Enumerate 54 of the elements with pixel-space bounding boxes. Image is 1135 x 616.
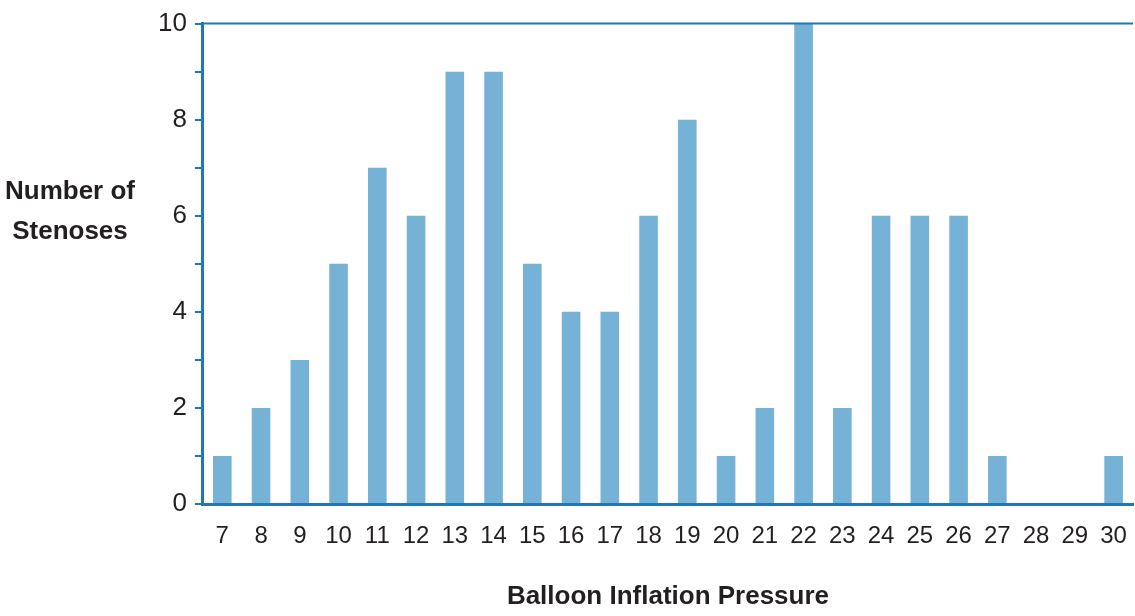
bar — [290, 359, 310, 503]
bar — [561, 311, 581, 503]
x-tick-label: 27 — [984, 521, 1011, 549]
bar — [910, 215, 930, 503]
x-tick-label: 10 — [325, 521, 352, 549]
y-tick-label: 10 — [158, 6, 187, 37]
bar — [484, 71, 503, 503]
x-tick-label: 18 — [635, 521, 662, 549]
x-tick-label: 11 — [364, 521, 390, 549]
bar — [368, 167, 387, 503]
y-tick-label: 8 — [172, 102, 187, 133]
y-tick-label: 2 — [172, 391, 187, 422]
bar — [716, 455, 736, 503]
bar — [794, 23, 813, 503]
x-tick-label: 29 — [1061, 521, 1089, 549]
x-tick-label: 9 — [293, 521, 307, 549]
x-tick-label: 26 — [945, 521, 972, 549]
y-tick-label: 6 — [172, 198, 187, 229]
x-tick-label: 12 — [402, 521, 430, 549]
bar — [406, 215, 426, 503]
x-tick-label: 13 — [441, 521, 469, 549]
bar — [871, 215, 891, 503]
bar — [678, 119, 697, 503]
y-tick-label: 0 — [172, 487, 187, 518]
x-tick-label: 25 — [906, 521, 934, 549]
bar — [949, 215, 968, 503]
bar — [445, 71, 465, 503]
bar — [639, 215, 658, 503]
bar — [523, 263, 542, 503]
bar — [213, 455, 232, 503]
x-tick-label: 17 — [596, 521, 624, 549]
x-tick-label: 14 — [480, 521, 507, 549]
x-tick-label: 19 — [673, 521, 701, 549]
x-tick-label: 16 — [557, 521, 585, 549]
y-axis-title: Number of Stenoses — [4, 174, 136, 247]
x-tick-label: 22 — [790, 521, 817, 549]
bar — [600, 311, 620, 503]
x-tick-label: 24 — [867, 521, 895, 549]
x-tick-label: 15 — [518, 521, 546, 549]
x-tick-label: 23 — [828, 521, 856, 549]
x-tick-label: 21 — [751, 521, 779, 549]
y-tick-label: 4 — [172, 295, 187, 326]
bar — [329, 263, 348, 503]
bar — [251, 407, 271, 503]
x-tick-label: 28 — [1022, 521, 1050, 549]
x-tick-label: 20 — [712, 521, 740, 549]
bar — [833, 407, 852, 503]
x-axis-title: Balloon Inflation Pressure — [506, 579, 830, 610]
bar — [988, 455, 1007, 503]
x-tick-label: 8 — [254, 521, 268, 549]
bar — [755, 407, 775, 503]
x-tick-label: 7 — [215, 521, 229, 549]
x-tick-label: 30 — [1100, 521, 1127, 549]
bar — [1104, 455, 1123, 503]
